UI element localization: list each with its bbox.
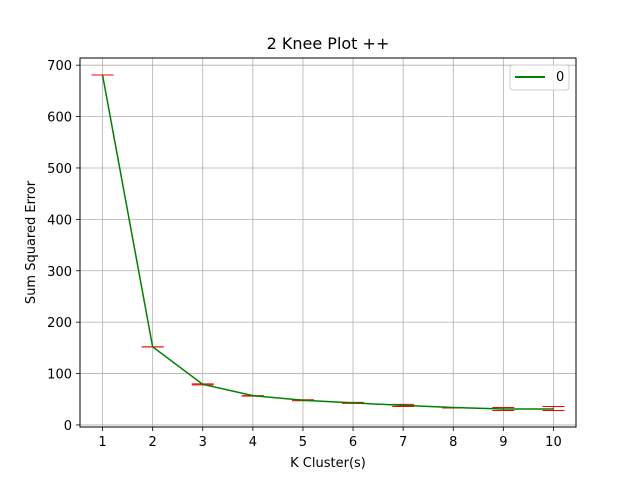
y-tick-label: 500 [47,162,72,177]
series-line [101,74,554,410]
grid [80,58,576,427]
legend-label: 0 [556,70,564,85]
x-tick-label: 4 [249,435,257,450]
y-tick-label: 600 [47,111,72,126]
series-lines [101,74,554,410]
x-tick-label: 6 [349,435,357,450]
y-tick-label: 200 [47,316,72,331]
y-tick-label: 700 [47,59,72,74]
x-tick-label: 10 [545,435,562,450]
chart-title: 2 Knee Plot ++ [267,34,390,53]
x-axis-ticks: 1 2 3 4 5 6 7 8 9 10 [98,427,562,450]
x-tick-label: 1 [98,435,106,450]
x-tick-label: 3 [199,435,207,450]
x-tick-label: 7 [399,435,407,450]
legend: 0 [509,64,570,91]
x-tick-label: 5 [299,435,307,450]
plot-frame [79,57,577,428]
x-tick-label: 9 [499,435,507,450]
x-tick-label: 2 [149,435,157,450]
y-tick-label: 100 [47,368,72,383]
x-axis-label: K Cluster(s) [290,456,366,471]
y-axis-label: Sum Squared Error [24,180,39,304]
y-axis-ticks: 0 100 200 300 400 500 600 700 [47,59,80,434]
y-tick-label: 300 [47,265,72,280]
x-tick-label: 8 [449,435,457,450]
y-tick-label: 400 [47,213,72,228]
y-tick-label: 0 [64,419,72,434]
